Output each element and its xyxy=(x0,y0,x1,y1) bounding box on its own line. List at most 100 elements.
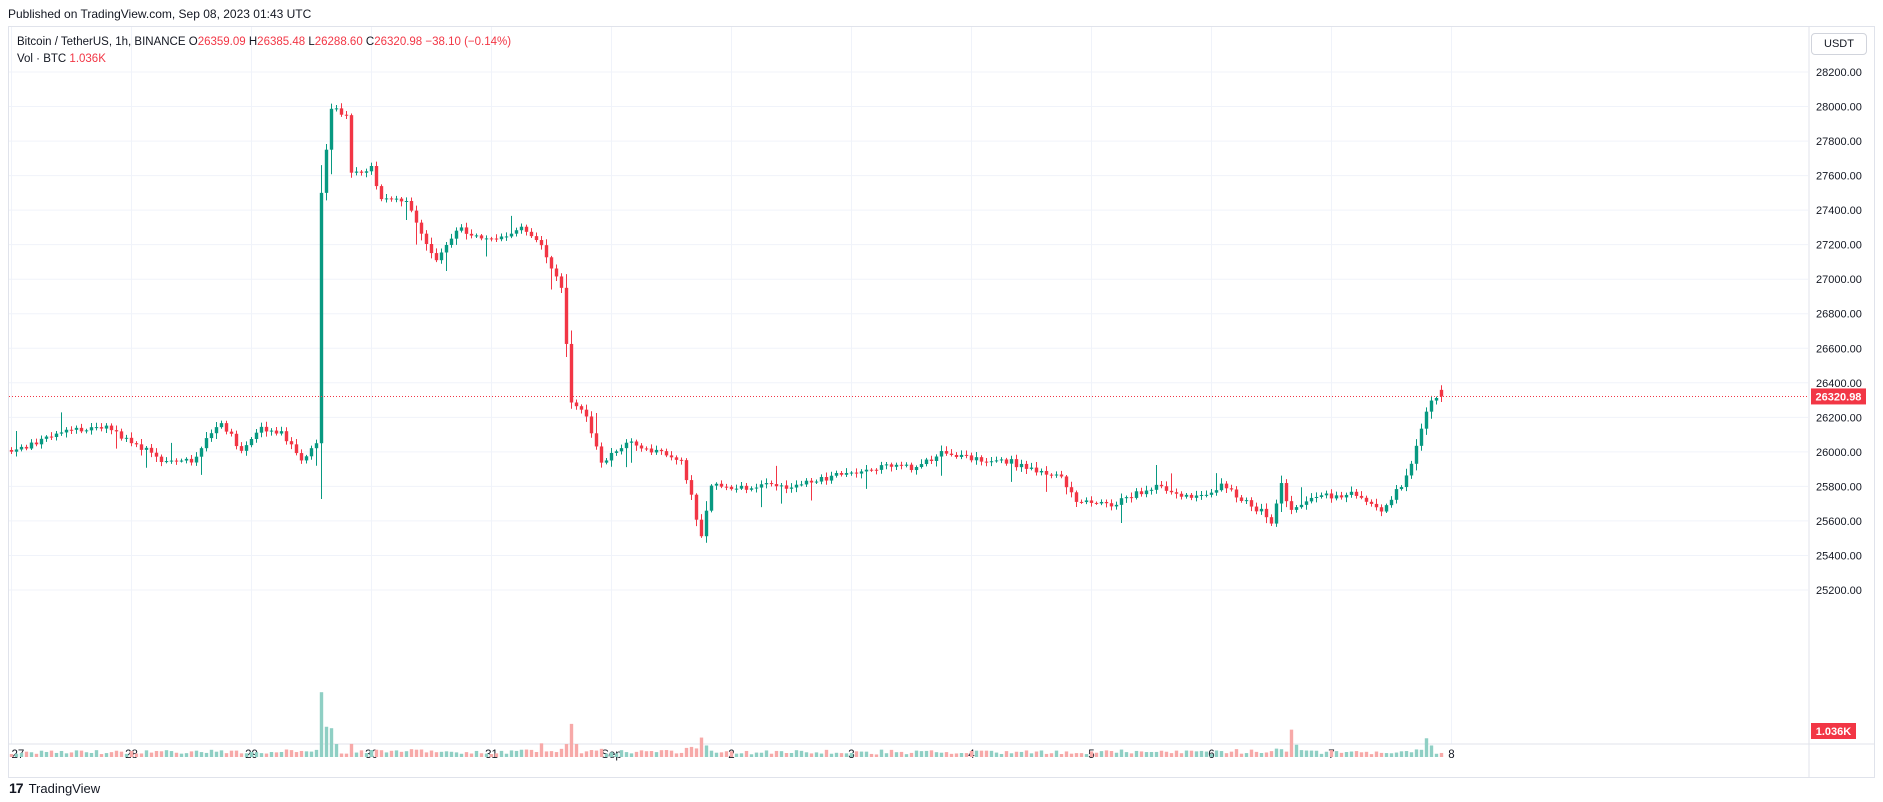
volume-bar xyxy=(1229,751,1234,757)
candle-body xyxy=(1334,495,1339,499)
volume-bar xyxy=(1379,752,1384,757)
tradingview-logo-icon: 17 xyxy=(9,780,24,796)
volume-bar xyxy=(509,750,514,757)
candle-body xyxy=(1094,502,1099,504)
volume-bar xyxy=(629,753,634,757)
volume-bar xyxy=(499,750,504,757)
candle-body xyxy=(1389,499,1394,506)
candle-body xyxy=(409,200,414,211)
volume-bar xyxy=(1294,744,1299,757)
candle-body xyxy=(469,233,474,236)
volume-bar xyxy=(329,728,334,757)
candle-body xyxy=(939,451,944,457)
volume-bar xyxy=(239,753,244,757)
volume-bar xyxy=(679,752,684,757)
volume-bar xyxy=(1144,752,1149,757)
candle-body xyxy=(404,200,409,202)
candle-body xyxy=(339,108,344,115)
candle-body xyxy=(234,433,239,447)
ohlc-legend: Bitcoin / TetherUS, 1h, BINANCE O26359.0… xyxy=(17,36,511,48)
volume-bar xyxy=(1424,738,1429,757)
tradingview-brand-text: TradingView xyxy=(28,780,101,796)
candle-body xyxy=(99,427,104,429)
candle-body xyxy=(774,484,779,487)
volume-bar xyxy=(869,753,874,757)
volume-bar xyxy=(1114,752,1119,757)
volume-bar xyxy=(1119,749,1124,757)
candle-body xyxy=(1299,504,1304,508)
candle-body xyxy=(574,402,579,407)
volume-bar xyxy=(1434,753,1439,757)
candle-body xyxy=(719,483,724,487)
candle-body xyxy=(1374,503,1379,508)
candle-body xyxy=(569,343,574,403)
candle-body xyxy=(1229,488,1234,490)
volume-bar xyxy=(339,753,344,757)
volume-bar xyxy=(874,754,879,757)
candle-body xyxy=(789,487,794,489)
candle-body xyxy=(679,459,684,461)
candle-body xyxy=(919,464,924,468)
volume-bar xyxy=(719,752,724,757)
candle-body xyxy=(184,458,189,461)
volume-bar xyxy=(19,752,24,757)
volume-bar xyxy=(609,752,614,757)
candle-body xyxy=(1419,428,1424,446)
candle-body xyxy=(309,448,314,457)
volume-bar xyxy=(484,753,489,757)
volume-bar xyxy=(659,750,664,757)
volume-bar xyxy=(1394,752,1399,757)
candle-body xyxy=(264,426,269,432)
candle-body xyxy=(584,409,589,417)
volume-bar xyxy=(699,737,704,757)
candle-body xyxy=(794,484,799,488)
volume-bar xyxy=(1069,753,1074,757)
candle-body xyxy=(1359,495,1364,498)
candle-body xyxy=(984,461,989,463)
candle-body xyxy=(1309,497,1314,502)
candle-body xyxy=(724,486,729,488)
candle-body xyxy=(284,431,289,442)
candle-body xyxy=(364,171,369,173)
price-tick-label: 25200.00 xyxy=(1816,585,1862,597)
candle-body xyxy=(609,452,614,461)
candle-body xyxy=(1274,503,1279,524)
volume-bar xyxy=(384,752,389,757)
candle-body xyxy=(549,257,554,269)
candle-body xyxy=(959,454,964,457)
candle-body xyxy=(254,432,259,439)
volume-bar xyxy=(224,753,229,757)
close-label: C xyxy=(365,36,375,48)
volume-bar xyxy=(1269,751,1274,757)
volume-bar xyxy=(1024,750,1029,757)
candle-body xyxy=(119,431,124,439)
volume-bar xyxy=(449,751,454,757)
candle-body xyxy=(1239,497,1244,501)
candle-body xyxy=(1119,498,1124,505)
volume-bar xyxy=(44,751,49,757)
volume-bar xyxy=(1029,753,1034,757)
candle-body xyxy=(1224,483,1229,489)
candle-body xyxy=(869,469,874,471)
open-label: O xyxy=(188,36,198,48)
candle-body xyxy=(479,235,484,239)
volume-bar xyxy=(129,751,134,757)
candle-body xyxy=(209,433,214,439)
candle-body xyxy=(374,166,379,187)
candle-body xyxy=(974,457,979,461)
volume-bar xyxy=(829,753,834,757)
candle-body xyxy=(429,243,434,254)
volume-bar xyxy=(529,749,534,757)
volume-bar xyxy=(294,752,299,757)
volume-bar xyxy=(704,745,709,757)
currency-unit-button[interactable]: USDT xyxy=(1811,33,1867,55)
candle-body xyxy=(1014,459,1019,468)
candle-body xyxy=(169,460,174,462)
candle-body xyxy=(769,483,774,485)
volume-bar xyxy=(409,749,414,757)
candle-body xyxy=(1004,459,1009,464)
candle-body xyxy=(839,473,844,475)
volume-bar xyxy=(749,754,754,757)
volume-bar xyxy=(934,752,939,757)
